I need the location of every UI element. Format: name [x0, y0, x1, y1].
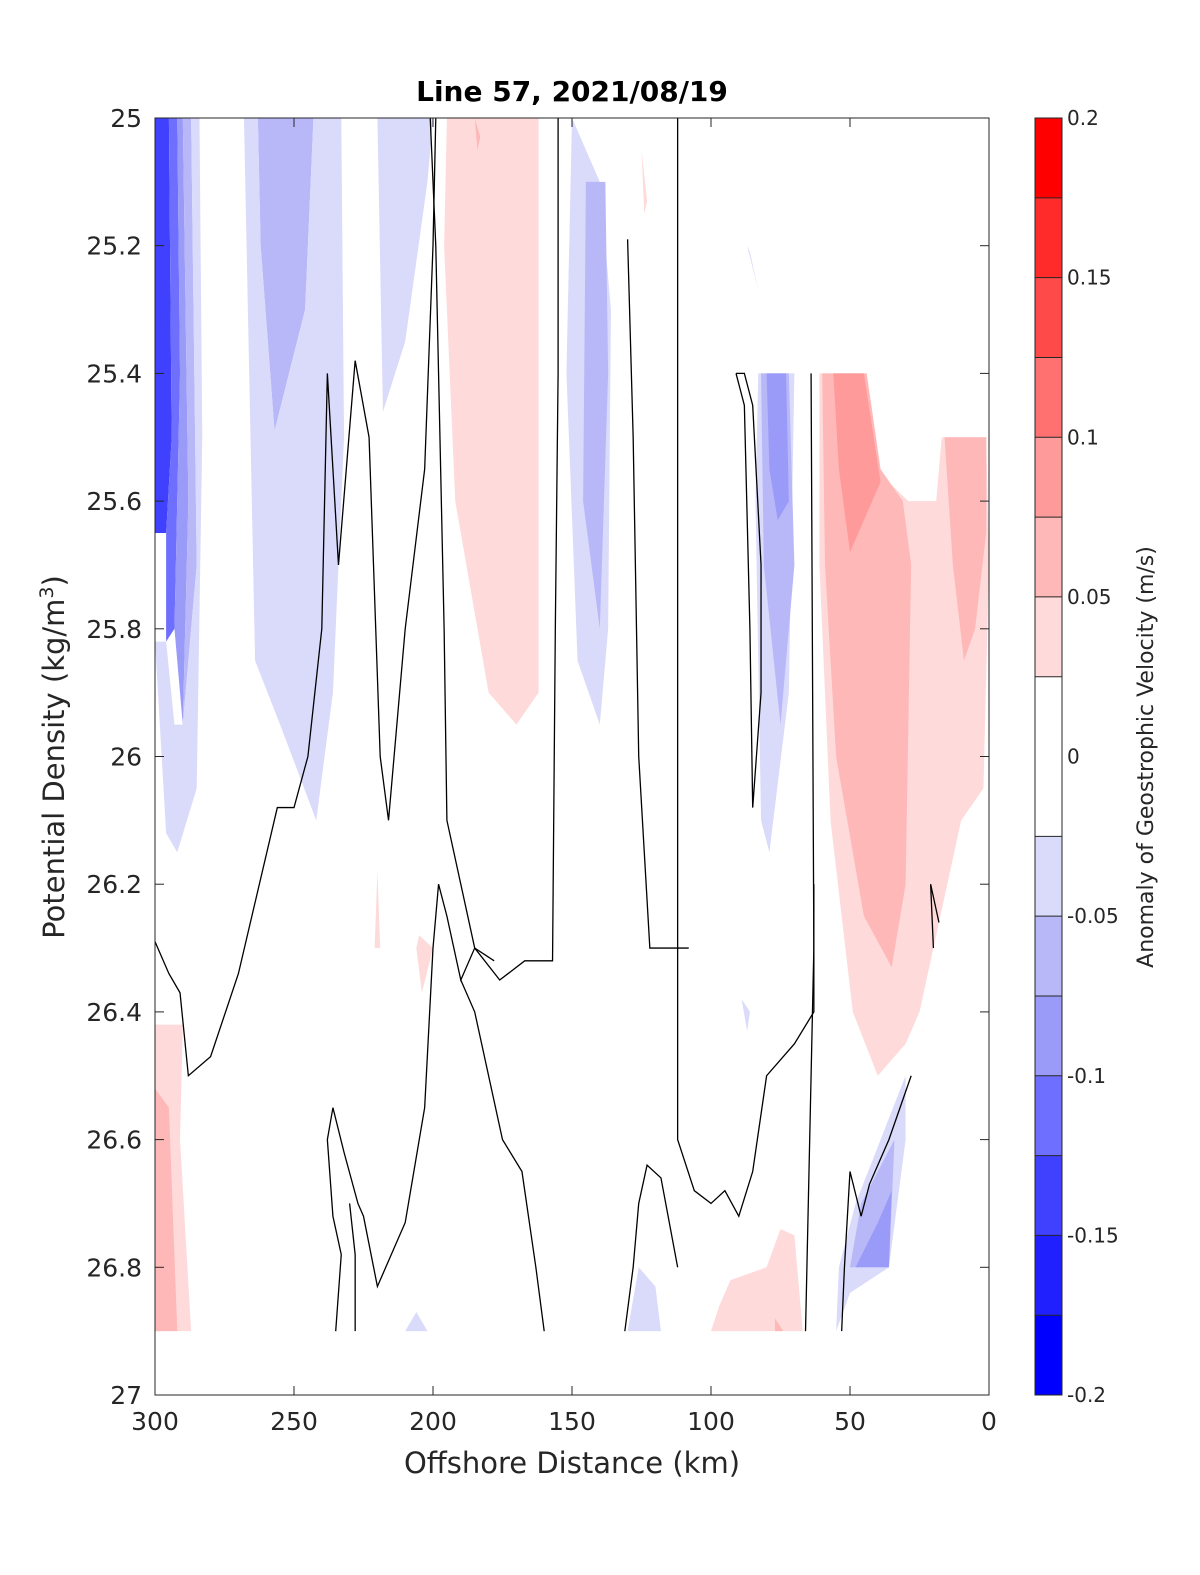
x-tick-label: 150 [548, 1407, 596, 1436]
filled-region-0 [155, 118, 172, 534]
y-axis-label-superscript: 3 [36, 586, 58, 598]
colorbar-tick-label: 0.15 [1067, 266, 1112, 290]
chart-title: Line 57, 2021/08/19 [416, 75, 728, 108]
filled-region-1 [166, 118, 181, 642]
filled-region-23 [374, 871, 381, 949]
y-tick-label: 26.8 [86, 1253, 142, 1282]
y-tick-label: 25.8 [86, 615, 142, 644]
zero-contour-line-1 [429, 117, 559, 981]
filled-region-16 [474, 118, 481, 150]
colorbar-swatch [1035, 118, 1062, 198]
colorbar-tick-label: -0.1 [1067, 1064, 1106, 1088]
filled-region-7 [377, 118, 433, 412]
zero-contour-line-6 [626, 239, 689, 949]
x-axis-label: Offshore Distance (km) [404, 1446, 740, 1480]
colorbar-tick-label: 0.1 [1067, 425, 1099, 449]
colorbar-label: Anomaly of Geostrophic Velocity (m/s) [1134, 546, 1159, 968]
filled-region-14 [444, 118, 539, 725]
zero-contour-line-10 [841, 1075, 912, 1332]
filled-region-13 [766, 373, 789, 521]
filled-region-5 [257, 118, 314, 431]
colorbar-swatch [1035, 1155, 1062, 1236]
colorbar-swatch [1035, 836, 1062, 917]
colorbar-tick-label: -0.2 [1067, 1383, 1106, 1407]
colorbar-swatch [1035, 596, 1062, 677]
y-axis-label-tail: ) [37, 575, 71, 586]
filled-region-6 [243, 118, 345, 821]
colorbar-swatch [1035, 1075, 1062, 1156]
filled-region-19 [944, 437, 987, 661]
y-tick-label: 25.6 [86, 487, 142, 516]
x-tick-label: 300 [131, 1407, 179, 1436]
y-tick-label: 27 [110, 1381, 142, 1410]
colorbar-swatch [1035, 437, 1062, 518]
y-tick-label: 26 [110, 743, 142, 772]
x-tick-label: 100 [687, 1407, 735, 1436]
zero-contour-line-5 [460, 979, 545, 1332]
filled-region-24 [416, 935, 433, 993]
zero-contour-line-4 [624, 1163, 679, 1332]
zero-contour-line-2 [326, 884, 495, 1332]
filled-region-18 [822, 373, 912, 968]
colorbar-swatch [1035, 197, 1062, 278]
colorbar-frame [1034, 117, 1063, 1396]
y-tick-label: 25 [110, 104, 142, 133]
colorbar-tick-label: 0.05 [1067, 585, 1112, 609]
y-tick-label: 25.4 [86, 359, 142, 388]
colorbar: -0.2 -0.15 -0.1 -0.05 0 0.05 0.1 0.15 0.2 [1034, 106, 1119, 1407]
colorbar-swatch [1035, 1235, 1062, 1316]
contour-lines [154, 117, 940, 1332]
colorbar-swatch [1035, 1315, 1062, 1395]
y-axis-label: Potential Density (kg/m3) [36, 575, 71, 939]
colorbar-swatch [1035, 995, 1062, 1076]
y-tick-label: 25.2 [86, 232, 142, 261]
filled-region-27 [627, 1267, 661, 1332]
filled-region-25 [711, 1228, 803, 1332]
filled-region-4 [155, 118, 203, 853]
colorbar-swatch [1035, 676, 1062, 837]
colorbar-tick-label: 0.2 [1067, 106, 1099, 130]
zero-contour-line-8 [735, 372, 762, 808]
filled-region-29 [741, 999, 750, 1032]
x-tick-label: 50 [834, 1407, 866, 1436]
x-tick-label: 200 [409, 1407, 457, 1436]
zero-contour-line-7 [676, 118, 815, 1218]
filled-region-32 [855, 1190, 892, 1268]
filled-region-28 [405, 1311, 428, 1332]
zero-contour-line-11 [929, 884, 940, 949]
x-tick-label: 0 [981, 1407, 997, 1436]
x-tick-label: 250 [270, 1407, 318, 1436]
y-tick-label: 26.4 [86, 998, 142, 1027]
colorbar-swatch [1035, 916, 1062, 996]
filled-region-9 [583, 181, 609, 629]
zero-contour-line-9 [804, 373, 815, 1332]
filled-region-2 [174, 118, 189, 725]
filled-region-22 [155, 1088, 178, 1332]
colorbar-swatch [1035, 277, 1062, 358]
colorbar-swatch [1035, 357, 1062, 438]
y-tick-label: 26.2 [86, 870, 142, 899]
colorbar-tick-label: -0.15 [1067, 1223, 1119, 1247]
filled-region-26 [774, 1318, 784, 1332]
x-axis: 300 250 200 150 100 50 0 [131, 118, 997, 1436]
colorbar-tick-label: -0.05 [1067, 904, 1119, 928]
filled-region-3 [182, 118, 197, 725]
zero-contour-line-0 [154, 117, 437, 1078]
y-axis-label-base: Potential Density (kg/m [37, 599, 71, 939]
colorbar-tick-label: 0 [1067, 745, 1080, 769]
y-tick-label: 26.6 [86, 1126, 142, 1155]
y-axis: 25 25.2 25.4 25.6 25.8 26 26.2 26.4 26.6 26.8 27 [86, 104, 989, 1410]
zero-contour-line-3 [348, 1203, 356, 1332]
colorbar-swatch [1035, 517, 1062, 597]
filled-region-10 [747, 245, 759, 291]
filled-region-20 [833, 373, 881, 553]
filled-region-15 [641, 149, 648, 214]
filled-contours [155, 118, 989, 1332]
